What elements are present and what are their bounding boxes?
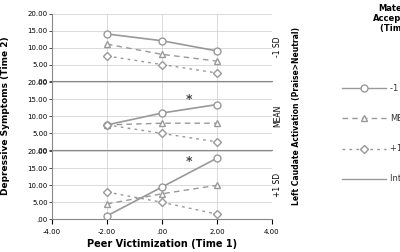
Text: Interpolation Line: Interpolation Line (390, 174, 400, 183)
Text: -1 SD: -1 SD (390, 84, 400, 93)
Text: +1 SD: +1 SD (390, 144, 400, 153)
Text: *: * (186, 155, 193, 168)
Text: MEAN: MEAN (390, 114, 400, 123)
Text: +1 SD: +1 SD (274, 173, 282, 197)
Text: Maternal
Acceptance
(Time 1): Maternal Acceptance (Time 1) (373, 4, 400, 33)
Text: -1 SD: -1 SD (274, 37, 282, 57)
X-axis label: Peer Victimization (Time 1): Peer Victimization (Time 1) (87, 239, 237, 249)
Text: Left Caudate Activation (Praise>Neutral): Left Caudate Activation (Praise>Neutral) (292, 27, 300, 205)
Text: *: * (186, 93, 193, 106)
Text: Depressive Symptoms (Time 2): Depressive Symptoms (Time 2) (2, 37, 10, 195)
Text: MEAN: MEAN (274, 105, 282, 127)
